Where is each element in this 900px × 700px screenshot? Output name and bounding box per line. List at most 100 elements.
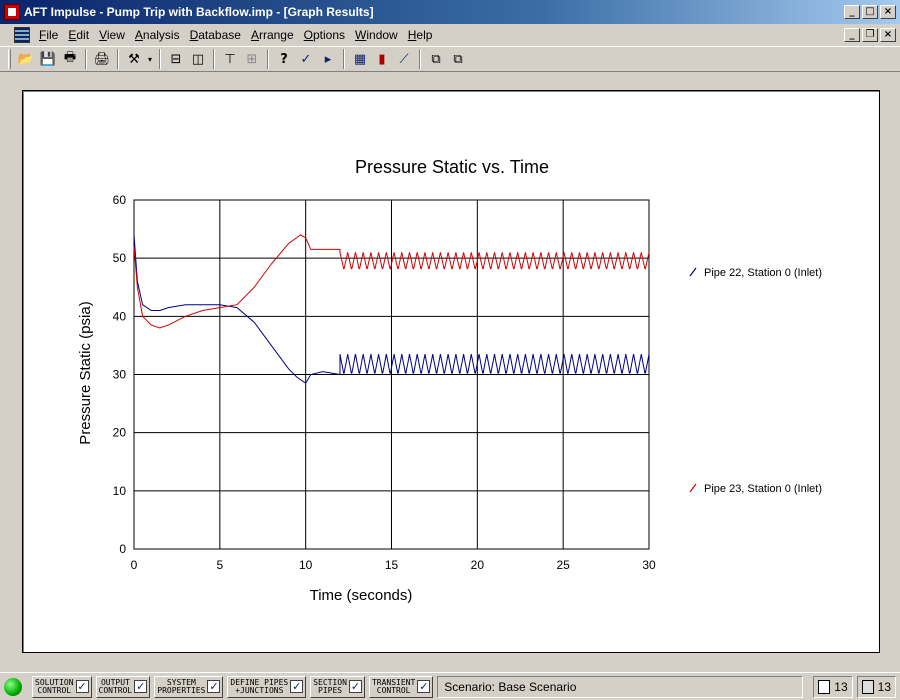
tree-icon[interactable]: ⊤ [224, 51, 236, 67]
y-axis-label: Pressure Static (psia) [77, 301, 94, 444]
toolbar-separator [85, 49, 87, 69]
status-button-label: OUTPUT CONTROL [98, 677, 133, 695]
copy-data-icon[interactable]: ⧉ [453, 51, 463, 67]
maximize-button[interactable]: □ [862, 5, 878, 19]
x-tick-label: 0 [131, 558, 138, 572]
status-light-icon [4, 677, 22, 696]
title-bar: AFT Impulse - Pump Trip with Backflow.im… [0, 0, 900, 24]
menu-label: iew [106, 28, 125, 42]
status-bar: SOLUTION CONTROL ✓ OUTPUT CONTROL ✓ SYSTEM P… [0, 672, 900, 700]
series-line-2 [133, 234, 650, 329]
menu-label: ptions [313, 28, 346, 42]
menu-accelerator: H [407, 28, 417, 42]
menu-item-file[interactable]: File [34, 28, 63, 42]
pipe-count-value: 13 [834, 679, 848, 694]
legend-entry: Pipe 23, Station 0 (Inlet) [704, 483, 822, 495]
help-icon[interactable]: ? [280, 51, 288, 67]
child-minimize-button[interactable]: _ [844, 28, 860, 42]
series-line-1 [133, 234, 650, 384]
toolbar-separator [419, 49, 421, 69]
check-icon: ✓ [75, 680, 89, 693]
minimize-button[interactable]: _ [844, 5, 860, 19]
junction-count: 13 [856, 675, 896, 698]
child-restore-button[interactable]: ❐ [862, 28, 878, 42]
layout-vertical-icon[interactable]: ◫ [191, 51, 205, 67]
menu-bar: File Edit View Analysis Database Arrange Optio… [0, 24, 900, 46]
menu-label: elp [416, 28, 433, 42]
menu-item-view[interactable]: View [94, 28, 130, 42]
menu-label: atabase [198, 28, 241, 42]
graph-icon[interactable]: ▦ [353, 51, 367, 67]
x-tick-label: 5 [216, 558, 223, 572]
toolbar-grip[interactable] [8, 49, 11, 69]
print-preview-icon[interactable]: 🖨 [93, 51, 111, 67]
menu-accelerator: O [303, 28, 313, 42]
y-tick-label: 60 [113, 193, 127, 207]
bar-chart-icon[interactable]: ▮ [378, 51, 386, 67]
save-icon[interactable]: 💾 [39, 51, 57, 67]
legend-swatch [689, 267, 697, 277]
child-close-button[interactable]: × [880, 28, 896, 42]
menu-label: dit [76, 28, 90, 42]
check-icon[interactable]: ✓ [300, 51, 312, 67]
pipe-count: 13 [813, 675, 853, 698]
x-tick-label: 30 [642, 558, 656, 572]
status-button-section-pipes[interactable]: SECTION PIPES ✓ [310, 675, 365, 698]
menu-accelerator: V [99, 28, 107, 42]
menu-item-help[interactable]: Help [403, 28, 438, 42]
x-tick-label: 25 [556, 558, 570, 572]
x-tick-label: 20 [471, 558, 485, 572]
arrange-icon[interactable]: ⊞ [246, 51, 258, 67]
toolbar-separator [213, 49, 215, 69]
check-icon: ✓ [134, 680, 148, 693]
junction-icon [861, 679, 874, 694]
menu-accelerator: A [134, 28, 143, 42]
layout-horizontal-icon[interactable]: ⊟ [170, 51, 182, 67]
menu-accelerator: W [355, 28, 367, 42]
check-icon: ✓ [348, 680, 362, 693]
x-tick-label: 10 [299, 558, 313, 572]
y-tick-label: 30 [113, 368, 127, 382]
menu-label: indow [366, 28, 398, 42]
legend-entry: Pipe 22, Station 0 (Inlet) [704, 267, 822, 279]
menu-accelerator: E [68, 28, 77, 42]
menu-item-analysis[interactable]: Analysis [130, 28, 185, 42]
y-tick-label: 40 [113, 309, 127, 323]
line-chart-icon[interactable]: ⟋ [399, 51, 409, 67]
chevron-down-icon[interactable]: ▾ [147, 54, 152, 64]
print-icon[interactable]: 🖶 [63, 50, 77, 65]
check-icon: ✓ [417, 680, 431, 693]
status-button-define-pipes-junctions[interactable]: DEFINE PIPES +JUNCTIONS ✓ [227, 675, 307, 698]
menu-accelerator: F [39, 28, 47, 42]
run-icon[interactable]: ▸ [324, 51, 332, 67]
status-button-solution-control[interactable]: SOLUTION CONTROL ✓ [32, 675, 92, 698]
menu-item-database[interactable]: Database [185, 28, 246, 42]
status-button-system-properties[interactable]: SYSTEM PROPERTIES ✓ [154, 675, 224, 698]
toolbar-separator [267, 49, 269, 69]
menu-item-options[interactable]: Options [299, 28, 350, 42]
document-menu-icon[interactable] [14, 27, 30, 43]
menu-label: rrange [258, 28, 294, 42]
menu-item-window[interactable]: Window [350, 28, 403, 42]
status-button-label: DEFINE PIPES +JUNCTIONS [230, 677, 289, 695]
junction-count-value: 13 [877, 679, 891, 694]
tools-icon[interactable]: ⚒ [128, 51, 140, 67]
copy-icon[interactable]: ⧉ [431, 51, 441, 67]
toolbar-separator [343, 49, 345, 69]
toolbar: 📂 💾 🖶 🖨 ⚒ ▾ ⊟ ◫ ⊤ ⊞ ? ✓ ▸ ▦ ▮ ⟋ ⧉ ⧉ [0, 46, 900, 72]
scenario-label: Scenario: Base Scenario [437, 675, 804, 698]
status-button-transient-control[interactable]: TRANSIENT CONTROL ✓ [368, 675, 434, 698]
open-icon[interactable]: 📂 [17, 51, 35, 67]
status-button-label: SYSTEM PROPERTIES [157, 677, 206, 695]
app-icon[interactable] [4, 4, 20, 20]
menu-item-arrange[interactable]: Arrange [246, 28, 299, 42]
menu-accelerator: D [189, 28, 199, 42]
status-button-output-control[interactable]: OUTPUT CONTROL ✓ [95, 675, 151, 698]
close-button[interactable]: × [880, 5, 896, 19]
status-button-label: TRANSIENT CONTROL [371, 677, 416, 695]
graph-panel: Pressure Static vs. Time 0 5 10 15 20 25 30 0 10… [22, 90, 880, 653]
y-tick-label: 20 [113, 426, 127, 440]
menu-item-edit[interactable]: Edit [63, 28, 94, 42]
toolbar-separator [159, 49, 161, 69]
menu-accelerator: A [250, 28, 259, 42]
